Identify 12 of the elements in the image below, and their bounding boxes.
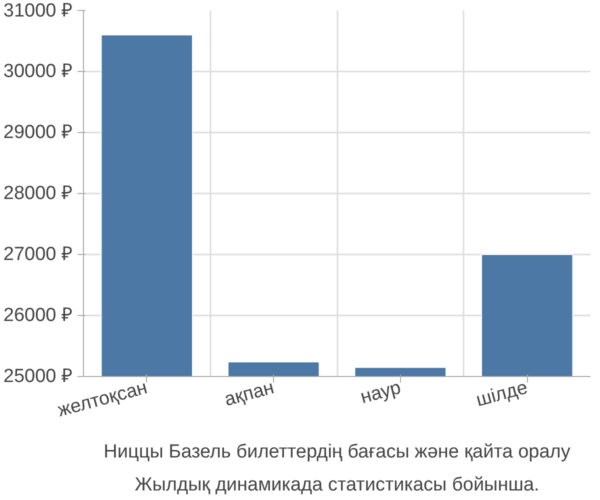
y-tick-label: 28000 ₽ (3, 183, 73, 204)
y-tick-label: 25000 ₽ (3, 366, 73, 387)
x-tick-label: шілде (474, 377, 530, 412)
y-tick-label: 30000 ₽ (3, 61, 73, 82)
x-tick-label: наур (358, 377, 404, 408)
y-tick-label: 27000 ₽ (3, 244, 73, 265)
text: Ниццы Базель билеттердің бағасы және қайта оралу (104, 442, 571, 462)
x-tick-label: ақпан (222, 377, 276, 411)
y-tick-label: 26000 ₽ (3, 305, 73, 326)
text: Жылдық динамикада статистикасы бойынша. (134, 474, 540, 496)
y-tick-label: 29000 ₽ (3, 122, 73, 143)
y-tick-label: 31000 ₽ (3, 0, 73, 22)
